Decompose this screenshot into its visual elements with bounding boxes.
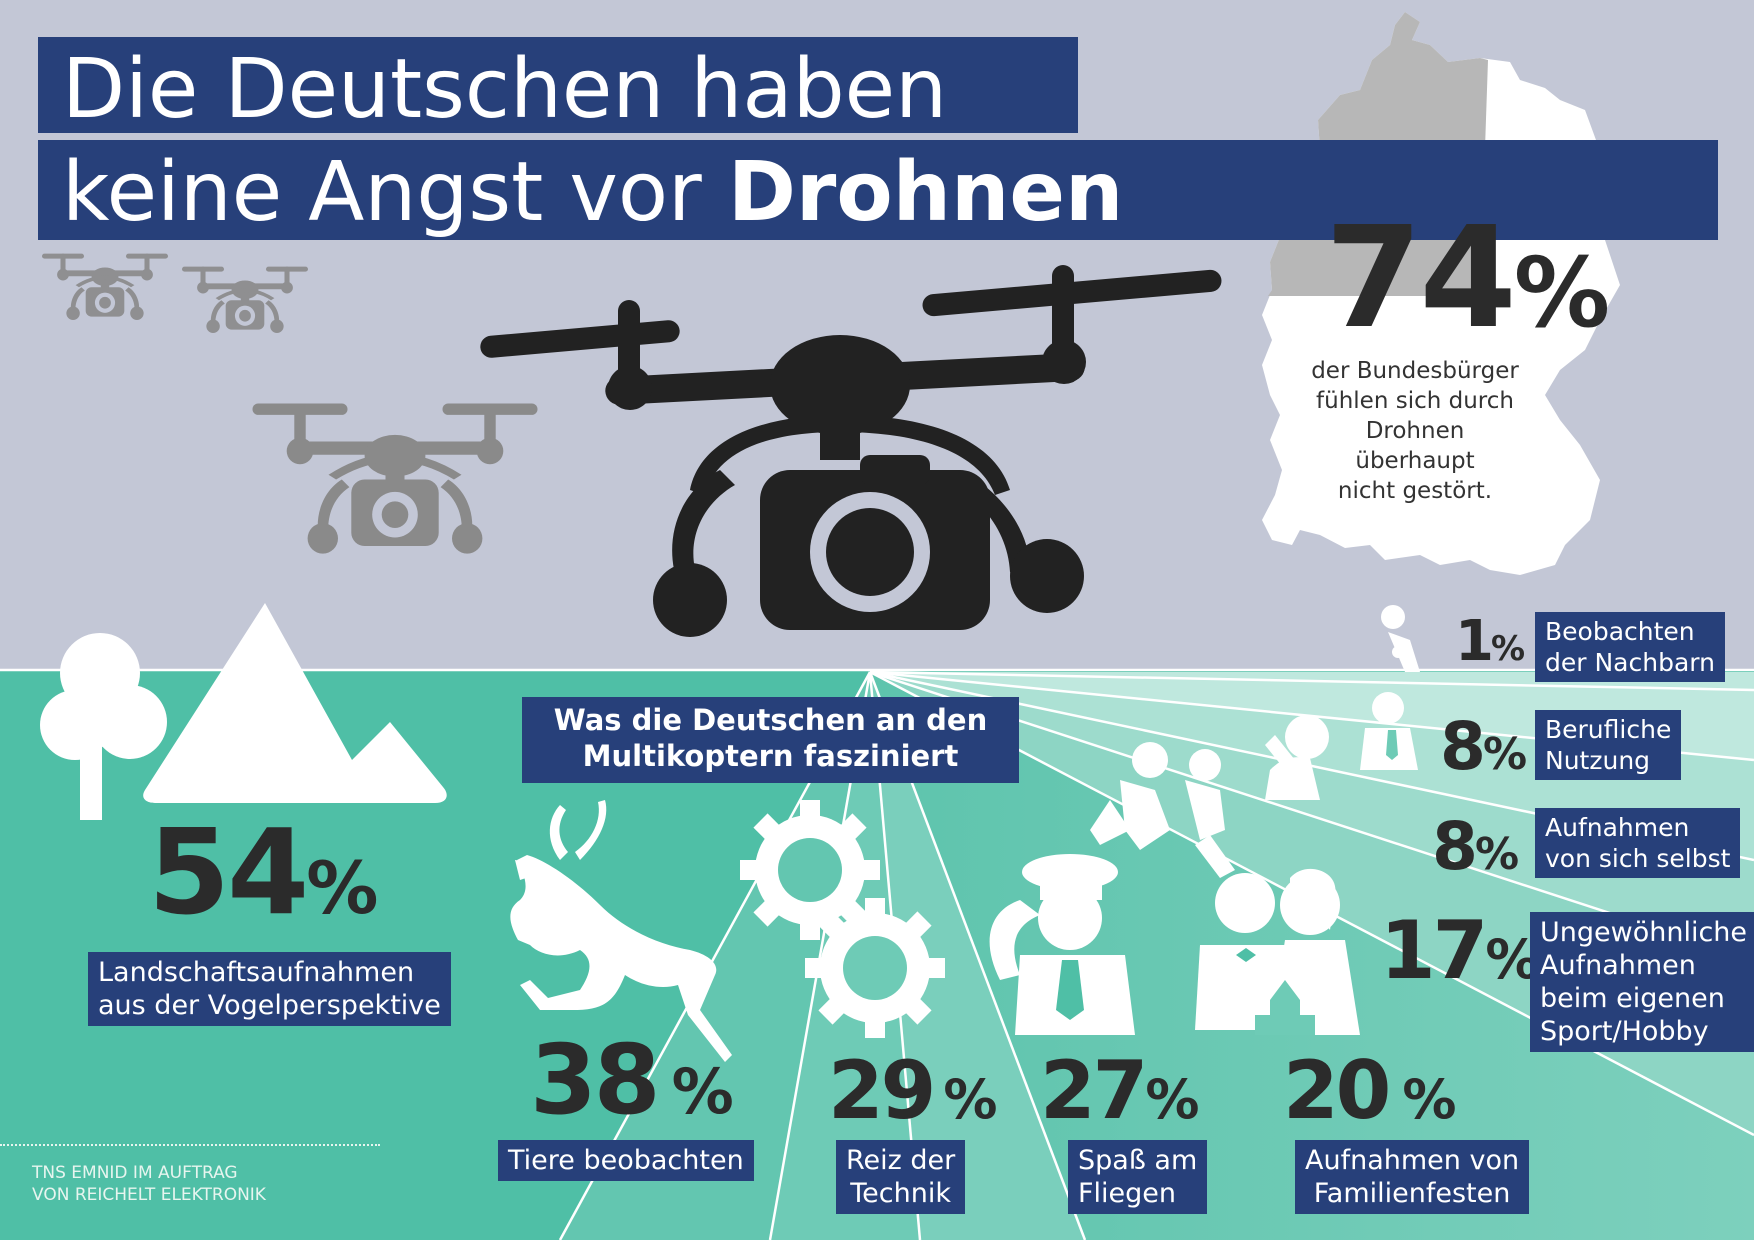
stat-neighbors-label: Beobachten der Nachbarn [1535, 612, 1725, 682]
tree-icon [40, 633, 167, 820]
stat-professional-value: 8% [1440, 712, 1527, 790]
stat-professional-percent: % [1482, 729, 1528, 780]
sport-hobby-icon [1090, 742, 1235, 878]
title-bar-2 [38, 140, 1718, 240]
section-title-box [522, 697, 1019, 783]
page-title-line-2-text: keine Angst vor [62, 145, 728, 240]
stat-animals-number: 38 [530, 1024, 661, 1136]
stat-technology-value: 29% [828, 1048, 997, 1143]
gears-icon [740, 800, 945, 1038]
stat-technology-percent: % [943, 1068, 998, 1131]
stat-sport-number: 17 [1380, 904, 1488, 997]
stat-neighbors-percent: % [1490, 629, 1526, 669]
stat-animals-label: Tiere beobachten [498, 1140, 754, 1181]
selfie-person-icon [1265, 715, 1329, 800]
mountain-icon [143, 603, 447, 803]
deer-icon [510, 800, 732, 1062]
stat-technology-number: 29 [828, 1044, 936, 1137]
stat-family-percent: % [1402, 1068, 1457, 1131]
stat-neighbors-number: 1 [1455, 609, 1494, 674]
page-title-line-2: keine Angst vor Drohnen [62, 147, 1123, 239]
stat-animals-percent: % [671, 1055, 734, 1128]
stat-family-number: 20 [1283, 1044, 1391, 1137]
medium-drone-icon [252, 403, 538, 554]
page-title-emphasis: Drohnen [727, 145, 1124, 240]
pilot-icon [989, 854, 1135, 1035]
stat-main-percent: % [1513, 237, 1611, 349]
stat-flying-label: Spaß am Fliegen [1068, 1140, 1208, 1214]
small-drone-icon [41, 253, 308, 333]
stat-selfie-label: Aufnahmen von sich selbst [1535, 808, 1741, 878]
stat-selfie-number: 8 [1432, 808, 1478, 885]
stat-flying-number: 27 [1040, 1044, 1148, 1137]
source-divider [0, 1144, 380, 1146]
stat-neighbors-value: 1% [1455, 612, 1525, 679]
stat-landscape-label: Landschaftsaufnahmen aus der Vogelperspe… [88, 952, 451, 1026]
source-text: TNS EMNID IM AUFTRAG VON REICHELT ELEKTR… [32, 1163, 266, 1205]
page-title-line-1: Die Deutschen haben [62, 42, 948, 137]
stat-family-label: Aufnahmen von Familienfesten [1295, 1140, 1530, 1214]
section-title: Was die Deutschen an den Multikoptern fa… [553, 703, 988, 773]
business-people-icon [1360, 692, 1418, 770]
stat-landscape-percent: % [306, 846, 379, 930]
stat-landscape-value: 54% [148, 812, 378, 948]
stat-main-text: der Bundesbürger fühlen sich durch Drohn… [1311, 358, 1519, 504]
stat-landscape-number: 54 [148, 803, 309, 941]
stat-flying-percent: % [1145, 1068, 1200, 1131]
stat-sport-label: Ungewöhnliche Aufnahmen beim eigenen Spo… [1530, 912, 1754, 1052]
neighbor-watch-icon [1381, 605, 1420, 672]
wedding-couple-icon [1195, 868, 1360, 1035]
title-bar-1 [38, 37, 1078, 133]
stat-selfie-value: 8% [1432, 812, 1519, 890]
stat-main-value: 74% [1325, 204, 1610, 368]
stat-sport-value: 17% [1380, 908, 1539, 1003]
stat-main-number: 74 [1325, 197, 1517, 360]
stat-animals-value: 38% [530, 1030, 734, 1142]
stat-professional-number: 8 [1440, 708, 1486, 785]
large-drone-icon [480, 265, 1222, 637]
stat-flying-value: 27% [1040, 1048, 1199, 1143]
stat-family-value: 20% [1283, 1048, 1456, 1143]
stat-professional-label: Berufliche Nutzung [1535, 710, 1682, 780]
stat-selfie-percent: % [1474, 829, 1520, 880]
stat-technology-label: Reiz der Technik [836, 1140, 966, 1214]
